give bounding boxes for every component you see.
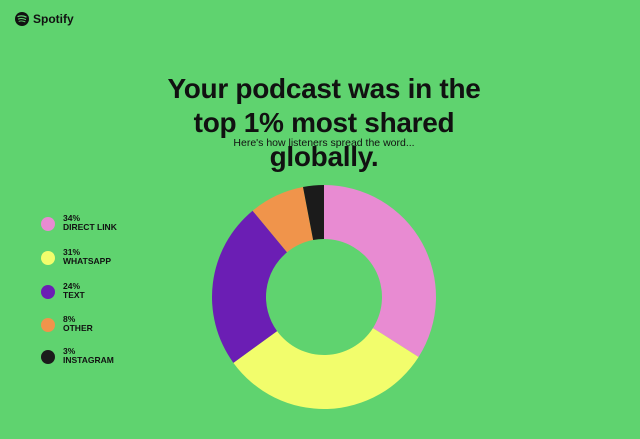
legend-label: WHATSAPP	[63, 256, 111, 266]
legend-swatch	[41, 251, 55, 265]
legend-value: 34%	[63, 213, 80, 223]
legend-value: 24%	[63, 281, 80, 291]
legend-value: 31%	[63, 247, 80, 257]
legend-label: OTHER	[63, 323, 93, 333]
donut-slice	[212, 210, 288, 363]
donut-slice	[233, 328, 419, 409]
legend-label: DIRECT LINK	[63, 222, 118, 232]
legend-swatch	[41, 285, 55, 299]
legend-swatch	[41, 350, 55, 364]
chart-title: Your podcast was in the top 1% most shar…	[167, 73, 481, 172]
donut-slice	[303, 185, 324, 241]
legend-value: 3%	[63, 346, 76, 356]
legend-label: INSTAGRAM	[63, 355, 114, 365]
legend-label: TEXT	[63, 290, 86, 300]
spotify-logo	[15, 12, 29, 26]
legend-swatch	[41, 318, 55, 332]
brand: Spotify	[33, 12, 74, 26]
donut-slice	[252, 186, 314, 253]
legend-swatch	[41, 217, 55, 231]
donut-slice	[324, 184, 437, 358]
legend-value: 8%	[63, 314, 76, 324]
legend: 34%DIRECT LINK 31%WHATSAPP 24%TEXT 8%OTHER 3…	[41, 213, 118, 365]
chart-subtitle: Here's how listeners spread the word...	[233, 137, 415, 149]
donut	[212, 184, 437, 409]
